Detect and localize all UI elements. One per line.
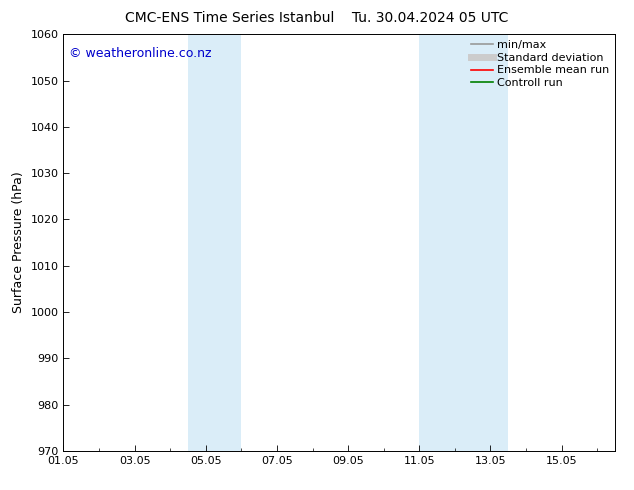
Bar xyxy=(188,34,242,451)
Legend: min/max, Standard deviation, Ensemble mean run, Controll run: min/max, Standard deviation, Ensemble me… xyxy=(469,38,612,91)
Text: CMC-ENS Time Series Istanbul    Tu. 30.04.2024 05 UTC: CMC-ENS Time Series Istanbul Tu. 30.04.2… xyxy=(126,11,508,25)
Y-axis label: Surface Pressure (hPa): Surface Pressure (hPa) xyxy=(12,172,25,314)
Bar xyxy=(419,34,508,451)
Text: © weatheronline.co.nz: © weatheronline.co.nz xyxy=(69,47,211,60)
